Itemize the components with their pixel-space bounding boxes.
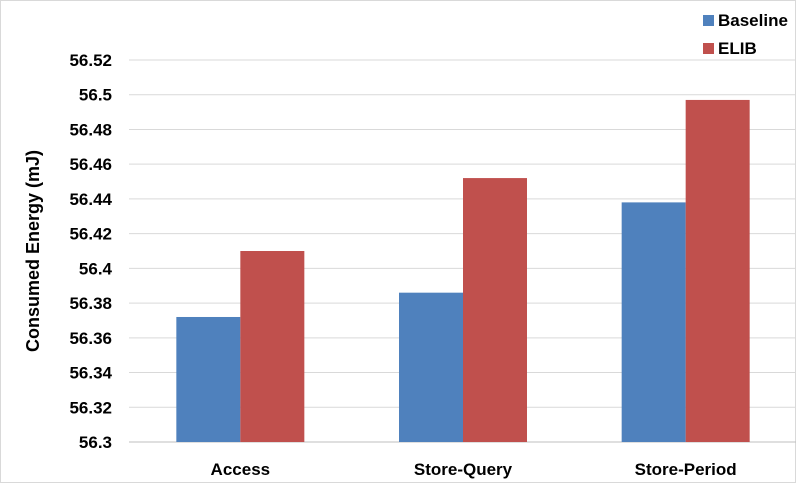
- y-tick-label: 56.36: [69, 329, 112, 348]
- x-axis-ticks: Access Store-Query Store-Period: [211, 460, 737, 479]
- legend-swatch-baseline: [703, 15, 714, 26]
- y-tick-label: 56.38: [69, 294, 112, 313]
- legend-label-elib: ELIB: [718, 39, 757, 58]
- x-tick-label: Store-Query: [414, 460, 513, 479]
- legend: Baseline ELIB: [703, 11, 788, 58]
- y-tick-label: 56.4: [79, 259, 113, 278]
- bar-elib-access: [240, 251, 305, 442]
- x-tick-label: Store-Period: [635, 460, 737, 479]
- y-tick-label: 56.32: [69, 398, 112, 417]
- bar-baseline-store-period: [621, 202, 686, 442]
- y-tick-label: 56.3: [79, 433, 112, 452]
- y-axis-title: Consumed Energy (mJ): [23, 150, 43, 352]
- x-tick-label: Access: [211, 460, 271, 479]
- y-tick-label: 56.52: [69, 51, 112, 70]
- bar-elib-store-period: [685, 99, 750, 442]
- bars: [176, 99, 750, 442]
- y-tick-label: 56.34: [69, 364, 112, 383]
- y-tick-label: 56.42: [69, 225, 112, 244]
- y-tick-label: 56.48: [69, 120, 112, 139]
- bar-baseline-store-query: [399, 292, 463, 442]
- y-axis-ticks: 56.3 56.32 56.34 56.36 56.38 56.4 56.42 56.44 56…: [69, 51, 112, 452]
- y-tick-label: 56.46: [69, 155, 112, 174]
- bar-baseline-access: [176, 316, 241, 442]
- y-tick-label: 56.5: [79, 86, 112, 105]
- legend-label-baseline: Baseline: [718, 11, 788, 30]
- legend-swatch-elib: [703, 43, 714, 54]
- y-tick-label: 56.44: [69, 190, 112, 209]
- bar-elib-store-query: [463, 178, 527, 442]
